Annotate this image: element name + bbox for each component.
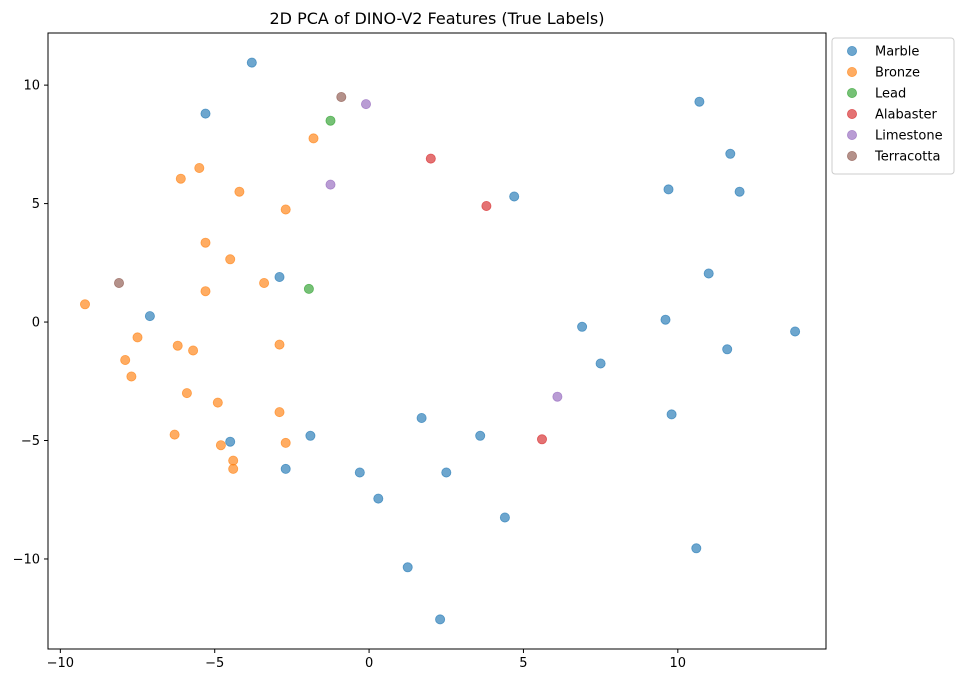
legend-marker-terracotta bbox=[847, 150, 858, 161]
legend-label-terracotta: Terracotta bbox=[874, 150, 940, 165]
data-point-marble bbox=[509, 191, 520, 202]
data-point-marble bbox=[660, 314, 671, 325]
data-point-alabaster bbox=[537, 434, 548, 445]
x-tick-label: 10 bbox=[670, 656, 687, 671]
data-point-marble bbox=[144, 311, 155, 322]
data-point-marble bbox=[225, 436, 236, 447]
data-point-lead bbox=[303, 283, 314, 294]
data-point-marble bbox=[402, 562, 413, 573]
y-tick-label: 0 bbox=[32, 316, 40, 331]
data-point-marble bbox=[475, 430, 486, 441]
data-point-marble bbox=[666, 409, 677, 420]
data-point-bronze bbox=[194, 162, 205, 173]
data-point-bronze bbox=[274, 339, 285, 350]
data-point-alabaster bbox=[481, 200, 492, 211]
data-point-marble bbox=[354, 467, 365, 478]
data-point-alabaster bbox=[425, 153, 436, 164]
data-point-marble bbox=[691, 543, 702, 554]
y-axis: −10 −5 0 5 10 bbox=[13, 79, 48, 567]
x-tick-label: 0 bbox=[365, 656, 373, 671]
y-tick-label: −10 bbox=[13, 552, 40, 567]
series-alabaster bbox=[425, 153, 548, 445]
legend-marker-bronze bbox=[847, 67, 858, 78]
data-point-bronze bbox=[215, 440, 226, 451]
plot-frame bbox=[47, 32, 827, 650]
y-tick-label: 10 bbox=[23, 79, 40, 94]
chart-title: 2D PCA of DINO-V2 Features (True Labels) bbox=[270, 9, 605, 28]
data-point-bronze bbox=[175, 173, 186, 184]
data-point-bronze bbox=[228, 455, 239, 466]
data-point-marble bbox=[435, 614, 446, 625]
data-point-marble bbox=[790, 326, 801, 337]
data-point-bronze bbox=[80, 299, 91, 310]
data-point-marble bbox=[274, 271, 285, 282]
data-point-bronze bbox=[188, 345, 199, 356]
plot-points bbox=[80, 57, 801, 625]
data-point-marble bbox=[734, 186, 745, 197]
data-point-marble bbox=[703, 268, 714, 279]
data-point-bronze bbox=[280, 204, 291, 215]
data-point-bronze bbox=[228, 463, 239, 474]
data-point-limestone bbox=[552, 391, 563, 402]
legend: Marble Bronze Lead Alabaster Limestone Terrac… bbox=[831, 37, 955, 175]
series-marble bbox=[144, 57, 801, 625]
data-point-bronze bbox=[181, 388, 192, 399]
series-terracotta bbox=[114, 92, 347, 288]
data-point-bronze bbox=[225, 254, 236, 265]
data-point-marble bbox=[305, 430, 316, 441]
x-tick-label: −5 bbox=[205, 656, 224, 671]
data-point-marble bbox=[694, 96, 705, 107]
data-point-marble bbox=[200, 108, 211, 119]
legend-box bbox=[831, 37, 955, 175]
data-point-marble bbox=[246, 57, 257, 68]
data-point-marble bbox=[663, 184, 674, 195]
data-point-bronze bbox=[200, 237, 211, 248]
series-bronze bbox=[80, 133, 319, 474]
data-point-bronze bbox=[280, 437, 291, 448]
legend-label-limestone: Limestone bbox=[875, 129, 943, 144]
legend-label-marble: Marble bbox=[875, 45, 919, 60]
data-point-lead bbox=[325, 115, 336, 126]
data-point-bronze bbox=[234, 186, 245, 197]
data-point-bronze bbox=[200, 286, 211, 297]
legend-label-bronze: Bronze bbox=[875, 66, 920, 81]
data-point-marble bbox=[499, 512, 510, 523]
data-point-bronze bbox=[308, 133, 319, 144]
data-point-marble bbox=[595, 358, 606, 369]
y-tick-label: 5 bbox=[32, 197, 40, 212]
data-point-bronze bbox=[172, 340, 183, 351]
data-point-marble bbox=[441, 467, 452, 478]
data-point-bronze bbox=[274, 407, 285, 418]
legend-marker-limestone bbox=[847, 129, 858, 140]
data-point-bronze bbox=[120, 354, 131, 365]
data-point-bronze bbox=[132, 332, 143, 343]
data-point-marble bbox=[416, 412, 427, 423]
data-point-marble bbox=[577, 321, 588, 332]
data-point-bronze bbox=[212, 397, 223, 408]
data-point-limestone bbox=[360, 99, 371, 110]
data-point-bronze bbox=[259, 277, 270, 288]
x-tick-label: 5 bbox=[519, 656, 527, 671]
data-point-marble bbox=[373, 493, 384, 504]
data-point-marble bbox=[722, 344, 733, 355]
data-point-limestone bbox=[325, 179, 336, 190]
legend-marker-marble bbox=[847, 46, 858, 57]
series-lead bbox=[303, 115, 336, 294]
x-axis: −10 −5 0 5 10 bbox=[47, 649, 686, 671]
legend-marker-alabaster bbox=[847, 109, 858, 120]
legend-label-lead: Lead bbox=[875, 87, 906, 102]
legend-marker-lead bbox=[847, 88, 858, 99]
x-tick-label: −10 bbox=[47, 656, 74, 671]
data-point-bronze bbox=[126, 371, 137, 382]
legend-label-alabaster: Alabaster bbox=[875, 108, 938, 123]
series-limestone bbox=[325, 99, 563, 402]
data-point-terracotta bbox=[336, 92, 347, 103]
data-point-terracotta bbox=[114, 277, 125, 288]
data-point-bronze bbox=[169, 429, 180, 440]
data-point-marble bbox=[725, 148, 736, 159]
data-point-marble bbox=[280, 463, 291, 474]
y-tick-label: −5 bbox=[21, 434, 40, 449]
